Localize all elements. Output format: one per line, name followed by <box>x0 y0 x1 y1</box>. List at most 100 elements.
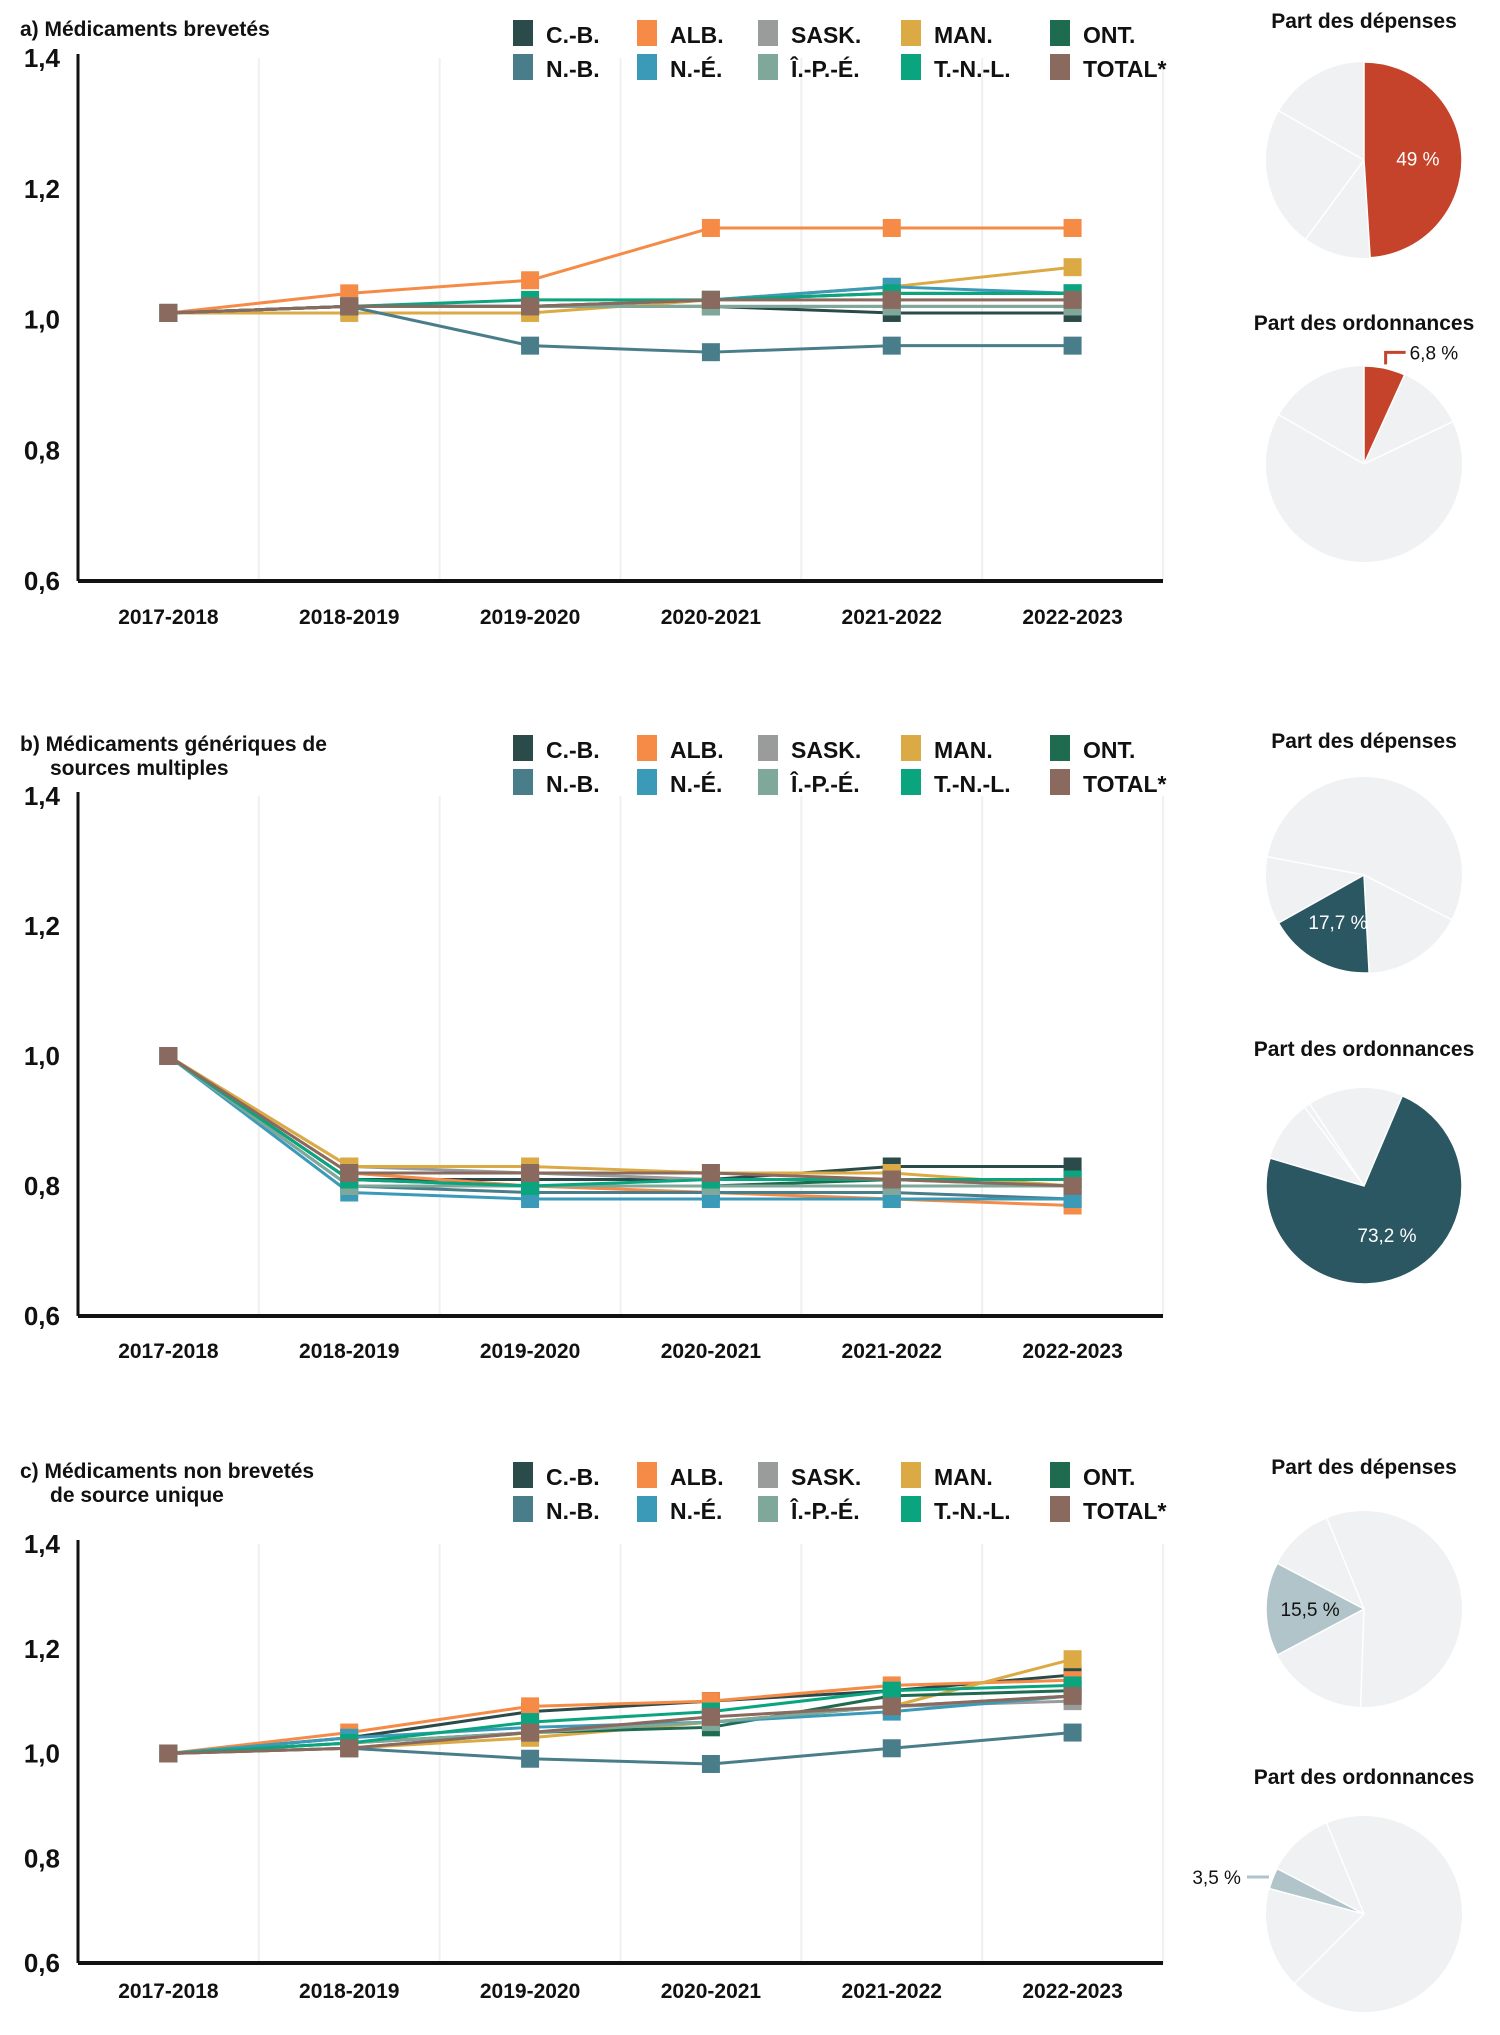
pie-label: 49 % <box>1396 149 1439 170</box>
data-point <box>701 1754 720 1773</box>
series-line <box>168 1694 1073 1755</box>
pie-divider <box>1363 421 1453 465</box>
data-point <box>882 336 901 355</box>
data-point <box>1063 218 1082 237</box>
pie-slice <box>1265 1094 1463 1285</box>
data-point <box>521 297 540 316</box>
data-point <box>882 290 901 309</box>
legend-label: N.-É. <box>670 55 722 82</box>
data-point <box>701 1707 720 1726</box>
data-point <box>701 290 720 309</box>
data-point <box>1063 1177 1082 1195</box>
x-tick-label: 2019-2020 <box>480 1340 580 1363</box>
legend-label: ONT. <box>1083 1464 1135 1490</box>
series-line <box>167 1054 1073 1201</box>
pie-spending: Part des dépenses 15,5 % <box>1265 1456 1462 1707</box>
legend-label: MAN. <box>934 737 993 763</box>
legend-label: ALB. <box>670 22 724 48</box>
y-tick-label: 1,2 <box>24 174 60 204</box>
y-tick-label: 0,6 <box>24 1948 60 1978</box>
legend-swatch <box>513 1496 533 1522</box>
pie-label: 17,7 % <box>1308 913 1367 934</box>
panel-a: a) Médicaments brevetés 0,6 0,8 1,0 1,2 1,4 20… <box>20 10 1474 629</box>
pie-slice <box>1363 61 1463 259</box>
data-point <box>701 343 720 362</box>
legend-label: N.-B. <box>546 56 600 82</box>
legend-swatch <box>901 1496 921 1522</box>
legend-label: N.-B. <box>546 771 600 797</box>
panel-title: b) Médicaments génériques de <box>20 733 327 756</box>
panel-title: a) Médicaments brevetés <box>20 18 270 41</box>
x-tick-label: 2018-2019 <box>299 1980 399 2003</box>
series-line <box>167 1054 1073 1188</box>
data-point <box>340 1739 359 1758</box>
data-point <box>521 271 540 290</box>
legend-swatch <box>513 20 533 46</box>
x-tick-label: 2018-2019 <box>299 606 399 629</box>
x-tick-label: 2017-2018 <box>118 1980 219 2003</box>
legend-label: N.-É. <box>670 770 722 797</box>
x-tick-label: 2017-2018 <box>118 606 219 629</box>
pie-title: Part des ordonnances <box>1254 1038 1475 1061</box>
legend-swatch <box>901 769 921 795</box>
legend-swatch <box>1050 735 1070 761</box>
data-point <box>1063 1686 1082 1705</box>
legend-label: MAN. <box>934 1464 993 1490</box>
legend-label: T.-N.-L. <box>934 56 1011 82</box>
data-point <box>1063 258 1082 277</box>
legend-label: SASK. <box>791 1464 861 1490</box>
x-tick-label: 2022-2023 <box>1022 1980 1122 2003</box>
x-tick-label: 2021-2022 <box>842 606 942 629</box>
data-point <box>882 1739 901 1758</box>
pie-prescriptions: Part des ordonnances 6,8 % <box>1254 312 1474 562</box>
legend-swatch <box>758 1462 778 1488</box>
data-point <box>882 1697 901 1716</box>
pie-label: 15,5 % <box>1281 1600 1340 1621</box>
y-tick-label: 0,6 <box>24 1301 60 1331</box>
legend-swatch <box>901 54 921 80</box>
legend-swatch <box>513 735 533 761</box>
series-line <box>167 1054 1073 1188</box>
y-tick-label: 1,4 <box>24 1529 61 1559</box>
pie-divider <box>1278 110 1365 161</box>
pie-title: Part des dépenses <box>1271 1456 1457 1479</box>
pie-slice <box>1363 365 1406 465</box>
data-point <box>882 218 901 237</box>
legend-swatch <box>513 769 533 795</box>
legend-swatch <box>901 735 921 761</box>
x-tick-label: 2017-2018 <box>118 1340 219 1363</box>
data-point <box>1063 336 1082 355</box>
series-line <box>168 1683 1073 1755</box>
legend-swatch <box>513 54 533 80</box>
pie-divider <box>1305 159 1365 240</box>
legend-swatch <box>1050 54 1070 80</box>
pie-title: Part des ordonnances <box>1254 1766 1475 1789</box>
legend-swatch <box>637 769 657 795</box>
y-tick-label: 0,8 <box>24 435 60 465</box>
legend-swatch <box>758 735 778 761</box>
pie-divider <box>1309 1103 1365 1187</box>
series-line <box>167 1054 1073 1188</box>
legend-swatch <box>758 769 778 795</box>
legend-swatch <box>513 1462 533 1488</box>
legend-label: SASK. <box>791 737 861 763</box>
legend-swatch <box>1050 1462 1070 1488</box>
pie-label: 73,2 % <box>1357 1226 1416 1247</box>
legend-label: N.-É. <box>670 1497 722 1524</box>
legend-label: T.-N.-L. <box>934 1498 1011 1524</box>
series-TOTAL* <box>159 1047 1082 1195</box>
series-TOTAL* <box>159 1686 1082 1763</box>
x-tick-label: 2020-2021 <box>661 1980 762 2003</box>
legend-swatch <box>637 735 657 761</box>
legend-label: TOTAL* <box>1083 56 1167 82</box>
data-point <box>882 1170 901 1189</box>
data-point <box>340 1164 359 1182</box>
legend-label: C.-B. <box>546 737 600 763</box>
x-tick-label: 2021-2022 <box>842 1340 942 1363</box>
pie-spending: Part des dépenses 17,7 % <box>1266 730 1462 974</box>
legend-label: T.-N.-L. <box>934 771 1011 797</box>
panel-title-line2: sources multiples <box>50 757 229 780</box>
